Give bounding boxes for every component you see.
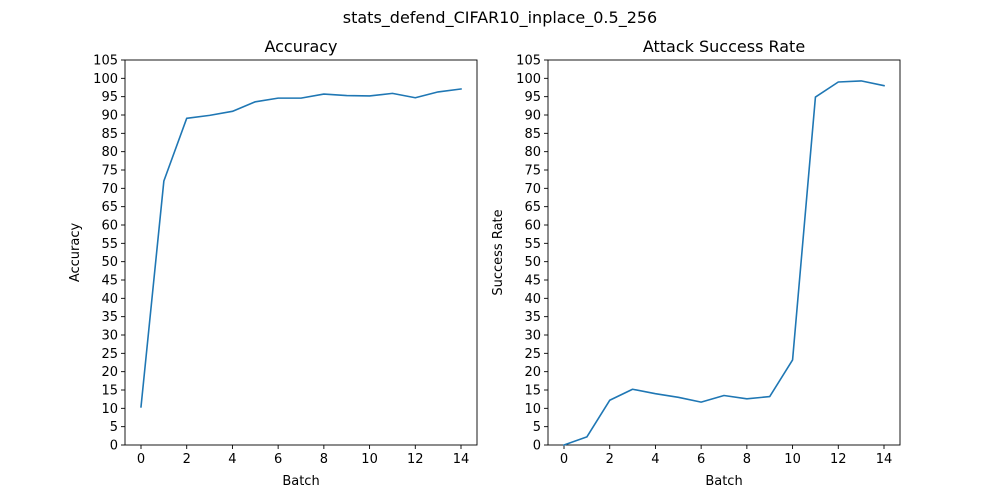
y-tick-label: 95 bbox=[524, 90, 541, 105]
series-line-1 bbox=[562, 80, 885, 447]
chart-panels: 0 2 4 6 8 10 12 1405101520253035404550556065707… bbox=[68, 37, 901, 489]
y-tick-label: 25 bbox=[524, 347, 541, 362]
y-tick-label: 100 bbox=[93, 72, 118, 87]
y-tick-label: 55 bbox=[524, 237, 541, 252]
y-tick-label: 100 bbox=[516, 72, 541, 87]
y-tick-label: 65 bbox=[524, 200, 541, 215]
y-tick-label: 5 bbox=[110, 420, 118, 435]
y-tick-label: 95 bbox=[101, 90, 118, 105]
x-axis-label: Batch bbox=[705, 474, 742, 489]
y-tick-label: 90 bbox=[101, 109, 118, 124]
y-tick-label: 75 bbox=[524, 164, 541, 179]
x-tick-label: 6 bbox=[697, 452, 705, 467]
y-tick-label: 25 bbox=[101, 347, 118, 362]
y-tick-label: 10 bbox=[524, 402, 541, 417]
x-tick-label: 0 bbox=[137, 452, 145, 467]
y-tick-label: 15 bbox=[524, 384, 541, 399]
x-tick-label: 0 bbox=[560, 452, 568, 467]
y-tick-label: 40 bbox=[101, 292, 118, 307]
y-tick-label: 15 bbox=[101, 384, 118, 399]
y-tick-label: 10 bbox=[101, 402, 118, 417]
y-tick-label: 45 bbox=[101, 274, 118, 289]
y-tick-label: 50 bbox=[101, 255, 118, 270]
x-tick-label: 4 bbox=[651, 452, 659, 467]
plot-frame bbox=[124, 59, 478, 446]
y-tick-label: 70 bbox=[101, 182, 118, 197]
chart-panel-2: 0 2 4 6 8 10 12 14 0 5 10 15 20 25 30 35 40 45 50 55 60 65 70 7… bbox=[491, 37, 901, 489]
y-tick-label: 0 bbox=[110, 439, 118, 454]
x-tick-label: 2 bbox=[606, 452, 614, 467]
y-tick-label: 80 bbox=[524, 145, 541, 160]
y-tick-label: 85 bbox=[524, 127, 541, 142]
y-tick-label: 40 bbox=[524, 292, 541, 307]
chart-panel-1: 0 2 4 6 8 10 12 14 0 5 10 15 20 25 30 35 40 45 50 55 60 65 70 7… bbox=[68, 37, 478, 489]
x-tick-label: 6 bbox=[274, 452, 282, 467]
figure-suptitle: stats_defend_CIFAR10_inplace_0.5_256 bbox=[343, 8, 657, 28]
x-tick-label: 12 bbox=[407, 452, 424, 467]
y-tick-label: 105 bbox=[516, 54, 541, 69]
y-tick-label: 50 bbox=[524, 255, 541, 270]
x-tick-label: 10 bbox=[784, 452, 801, 467]
x-tick-label: 8 bbox=[743, 452, 751, 467]
y-tick-label: 20 bbox=[524, 365, 541, 380]
x-tick-label: 14 bbox=[453, 452, 470, 467]
y-tick-label: 20 bbox=[101, 365, 118, 380]
x-axis-label: Batch bbox=[282, 474, 319, 489]
y-tick-label: 70 bbox=[524, 182, 541, 197]
x-tick-label: 2 bbox=[183, 452, 191, 467]
y-tick-label: 85 bbox=[101, 127, 118, 142]
y-tick-label: 60 bbox=[524, 219, 541, 234]
series-line-1 bbox=[140, 88, 462, 408]
y-tick-label: 45 bbox=[524, 274, 541, 289]
y-axis-label: Accuracy bbox=[68, 223, 83, 283]
chart-title: Attack Success Rate bbox=[643, 37, 805, 56]
y-tick-label: 5 bbox=[533, 420, 541, 435]
y-tick-label: 0 bbox=[533, 439, 541, 454]
y-tick-label: 30 bbox=[524, 329, 541, 344]
y-tick-label: 90 bbox=[524, 109, 541, 124]
y-tick-label: 60 bbox=[101, 219, 118, 234]
y-tick-label: 35 bbox=[101, 310, 118, 325]
y-tick-label: 55 bbox=[101, 237, 118, 252]
x-tick-label: 12 bbox=[830, 452, 847, 467]
y-tick-label: 30 bbox=[101, 329, 118, 344]
y-tick-label: 105 bbox=[93, 54, 118, 69]
x-tick-label: 8 bbox=[320, 452, 328, 467]
y-tick-label: 65 bbox=[101, 200, 118, 215]
x-tick-label: 4 bbox=[228, 452, 236, 467]
chart-title: Accuracy bbox=[264, 37, 337, 56]
x-tick-label: 14 bbox=[876, 452, 893, 467]
y-axis-label: Success Rate bbox=[491, 209, 506, 295]
x-tick-label: 10 bbox=[361, 452, 378, 467]
y-tick-label: 35 bbox=[524, 310, 541, 325]
y-tick-label: 75 bbox=[101, 164, 118, 179]
plot-frame bbox=[547, 59, 901, 446]
y-tick-label: 80 bbox=[101, 145, 118, 160]
